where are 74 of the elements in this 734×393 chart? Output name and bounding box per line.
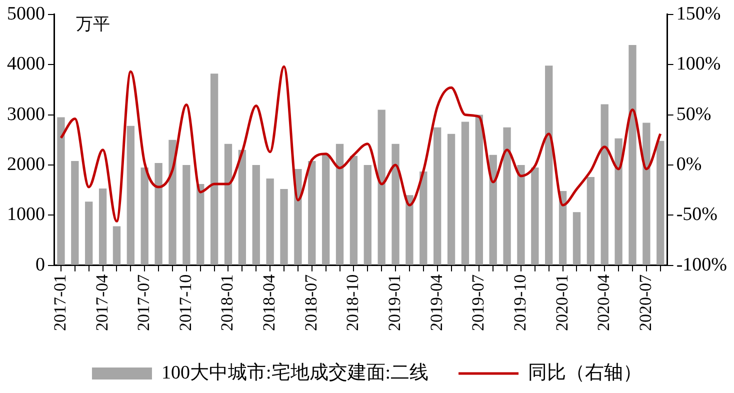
x-tick-label: 2018-10 bbox=[343, 274, 362, 332]
y-tick-label: 1000 bbox=[7, 204, 45, 226]
x-tick-label: 2018-04 bbox=[260, 274, 279, 332]
y-tick-label: 0 bbox=[36, 254, 45, 276]
x-tick-label: 2020-04 bbox=[594, 274, 614, 332]
bar bbox=[558, 191, 567, 265]
x-tick-label: 2020-01 bbox=[552, 274, 572, 332]
bar bbox=[322, 154, 330, 265]
bar bbox=[517, 164, 525, 265]
bar bbox=[642, 122, 650, 265]
x-tick-label: 2018-01 bbox=[218, 274, 237, 332]
bar bbox=[336, 144, 344, 265]
y-tick-label: 5000 bbox=[7, 3, 45, 24]
y2-tick-label: 50% bbox=[676, 104, 712, 125]
bar bbox=[350, 156, 358, 265]
x-tick-label: 2017-04 bbox=[92, 274, 112, 332]
bar bbox=[85, 202, 93, 265]
bar bbox=[586, 177, 595, 265]
annotation: 万平 bbox=[76, 14, 110, 34]
bar bbox=[280, 189, 288, 265]
bar bbox=[475, 114, 483, 265]
bar bbox=[461, 122, 470, 265]
bar bbox=[656, 140, 664, 265]
x-tick-label: 2017-10 bbox=[176, 274, 195, 332]
bar bbox=[196, 184, 204, 265]
y2-tick-label: -100% bbox=[676, 254, 728, 276]
bar bbox=[57, 117, 65, 265]
x-tick-label: 2017-01 bbox=[50, 274, 70, 332]
bar bbox=[168, 140, 176, 265]
y2-tick-label: -50% bbox=[676, 204, 718, 226]
x-tick-label: 2019-10 bbox=[510, 274, 530, 332]
y2-tick-label: 150% bbox=[676, 3, 721, 24]
line-series bbox=[60, 65, 662, 222]
bar bbox=[126, 126, 134, 265]
legend-label: 100大中城市:宅地成交建面:二线 bbox=[161, 361, 429, 384]
y-tick-label: 2000 bbox=[7, 154, 45, 175]
bar bbox=[614, 138, 622, 265]
bar bbox=[503, 127, 511, 265]
bar bbox=[531, 167, 539, 265]
x-tick-label: 2019-01 bbox=[384, 274, 404, 332]
bar bbox=[364, 164, 372, 265]
bar bbox=[238, 150, 246, 265]
y-tick-label: 3000 bbox=[7, 104, 45, 125]
bar bbox=[572, 212, 581, 265]
x-tick-label: 2019-04 bbox=[426, 274, 446, 332]
y2-tick-label: 0% bbox=[676, 154, 702, 175]
bar bbox=[378, 110, 386, 265]
bar bbox=[112, 226, 121, 265]
bar bbox=[98, 188, 107, 265]
bar bbox=[224, 144, 232, 265]
bar bbox=[252, 164, 260, 265]
x-tick-label: 2019-07 bbox=[468, 274, 488, 332]
bar bbox=[154, 162, 162, 265]
legend-label: 同比（右轴） bbox=[528, 362, 642, 384]
bar bbox=[600, 104, 608, 265]
bar bbox=[489, 154, 497, 265]
bar bbox=[628, 45, 636, 265]
x-tick-label: 2020-07 bbox=[636, 274, 655, 332]
bar bbox=[545, 66, 553, 265]
bar bbox=[420, 171, 428, 265]
x-tick-label: 2017-07 bbox=[134, 274, 154, 332]
bar bbox=[308, 160, 316, 265]
y2-tick-label: 100% bbox=[676, 54, 721, 75]
bar bbox=[140, 167, 148, 265]
bar bbox=[71, 160, 79, 265]
y-tick-label: 4000 bbox=[7, 54, 45, 75]
x-tick-label: 2018-07 bbox=[301, 274, 320, 332]
bar bbox=[266, 178, 274, 265]
bar bbox=[210, 74, 218, 265]
bar bbox=[392, 144, 400, 265]
bar bbox=[182, 164, 190, 265]
bar bbox=[447, 134, 456, 265]
bar bbox=[406, 195, 414, 265]
bar bbox=[434, 127, 442, 265]
